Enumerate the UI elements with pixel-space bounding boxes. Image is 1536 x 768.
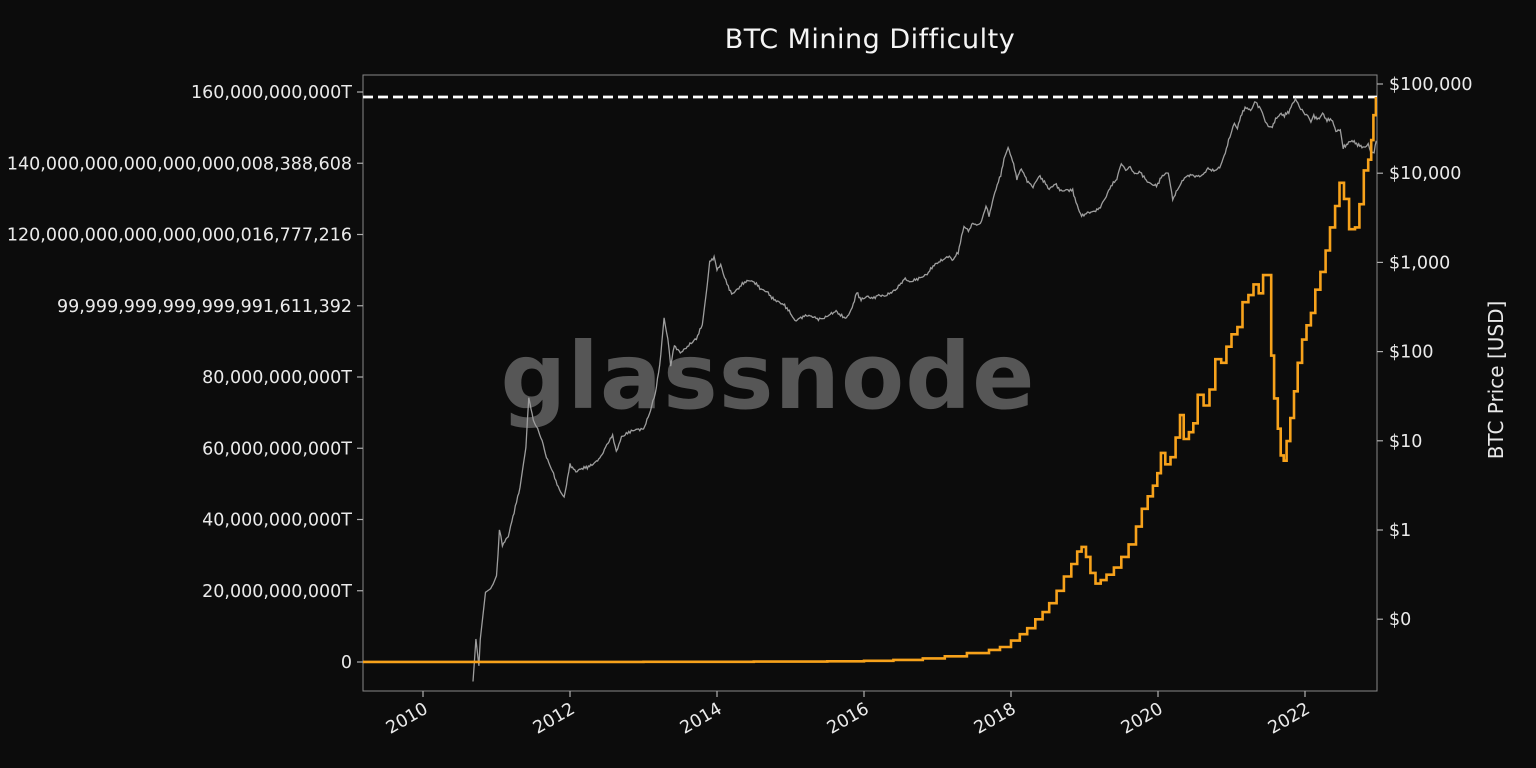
x-tick-label: 2016 <box>824 699 873 739</box>
x-tick-label: 2022 <box>1265 699 1314 739</box>
left-tick-label: 80,000,000,000T <box>202 368 352 388</box>
right-tick-label: $100,000 <box>1389 75 1473 95</box>
right-tick-label: $1,000 <box>1389 253 1450 273</box>
right-tick-label: $10,000 <box>1389 164 1461 184</box>
right-tick-label: $10 <box>1389 432 1422 452</box>
btc-price-line <box>472 97 1377 682</box>
x-tick-label: 2010 <box>383 699 432 739</box>
left-tick-label: 40,000,000,000T <box>202 511 352 531</box>
left-tick-label: 20,000,000,000T <box>202 582 352 602</box>
x-tick-label: 2014 <box>677 699 726 739</box>
left-tick-label: 0 <box>341 653 352 673</box>
right-tick-label: $1 <box>1389 521 1411 541</box>
left-tick-label: 140,000,000,000,000,000,008,388,608 <box>7 154 352 174</box>
left-tick-label: 160,000,000,000T <box>191 83 352 103</box>
plot-border <box>362 74 1378 692</box>
x-tick-label: 2018 <box>971 699 1020 739</box>
left-tick-label: 99,999,999,999,999,991,611,392 <box>57 297 352 317</box>
left-tick-label: 120,000,000,000,000,000,016,777,216 <box>7 226 352 246</box>
mining-difficulty-line <box>363 97 1377 664</box>
x-tick-label: 2012 <box>530 699 579 739</box>
right-tick-label: $100 <box>1389 343 1434 363</box>
glassnode-watermark: glassnode <box>500 323 1036 430</box>
left-tick-label: 60,000,000,000T <box>202 439 352 459</box>
right-tick-label: $0 <box>1389 610 1411 630</box>
chart-title: BTC Mining Difficulty <box>724 24 1016 55</box>
x-tick-label: 2020 <box>1118 699 1167 739</box>
